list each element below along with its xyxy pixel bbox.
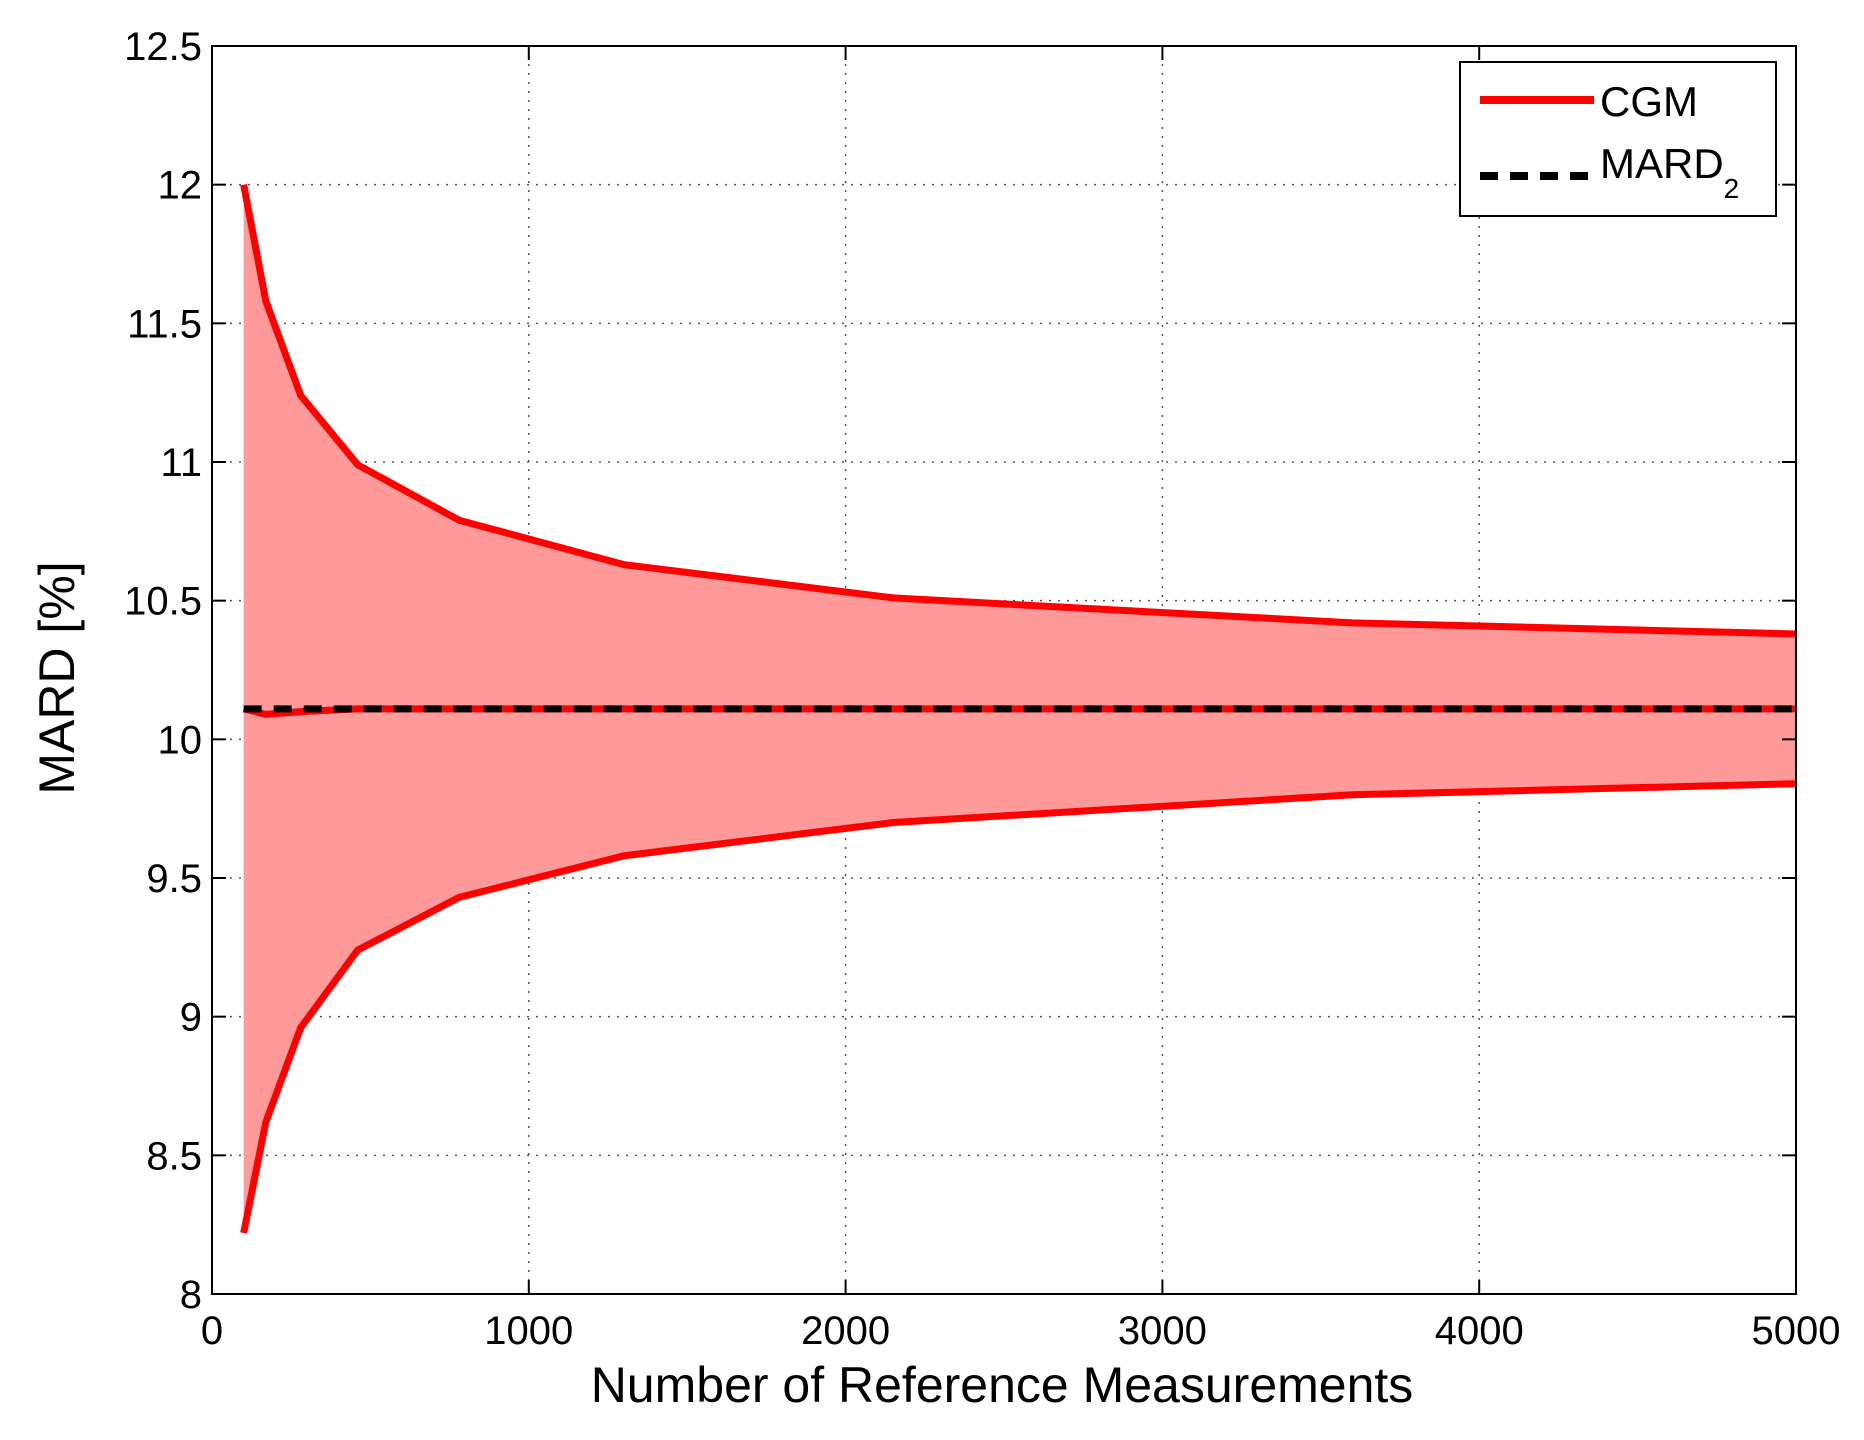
y-tick-label: 9 (180, 996, 202, 1040)
legend-box (1459, 61, 1777, 217)
y-tick-label: 9.5 (146, 857, 202, 901)
y-tick-label: 11 (160, 441, 202, 485)
y-tick-label: 8.5 (146, 1134, 202, 1178)
x-tick-label: 5000 (1752, 1309, 1841, 1353)
x-axis-label: Number of Reference Measurements (591, 1357, 1414, 1413)
legend-mard2-label: MARD2 (1600, 140, 1739, 204)
series-layer (240, 184, 1797, 1234)
y-axis-label: MARD [%] (29, 561, 85, 794)
cgm-upper-bound-line (240, 184, 1797, 638)
axes (211, 45, 1797, 1295)
y-tick-label: 10.5 (124, 580, 202, 624)
legend-mard2-subscript: 2 (1724, 173, 1740, 204)
tick-labels: 0 1000 2000 3000 4000 5000 8 8.5 9 9.5 10 10.5 11 11.… (124, 25, 1840, 1353)
legend-mard2-main: MARD (1600, 140, 1724, 187)
x-tick-label: 4000 (1435, 1309, 1524, 1353)
y-tick-label: 11.5 (127, 302, 202, 346)
y-tick-label: 10 (158, 718, 203, 762)
y-tick-label: 12 (158, 164, 203, 208)
plot-frame (211, 45, 1797, 1295)
x-tick-label: 2000 (801, 1309, 890, 1353)
x-tick-label: 1000 (484, 1309, 573, 1353)
legend: CGM MARD2 (1459, 61, 1777, 217)
x-tick-label: 3000 (1118, 1309, 1207, 1353)
x-tick-label: 0 (201, 1309, 223, 1353)
y-tick-label: 8 (180, 1273, 202, 1317)
y-tick-label: 12.5 (124, 25, 202, 69)
legend-cgm-label: CGM (1600, 78, 1698, 125)
cgm-lower-bound-line (240, 780, 1797, 1234)
